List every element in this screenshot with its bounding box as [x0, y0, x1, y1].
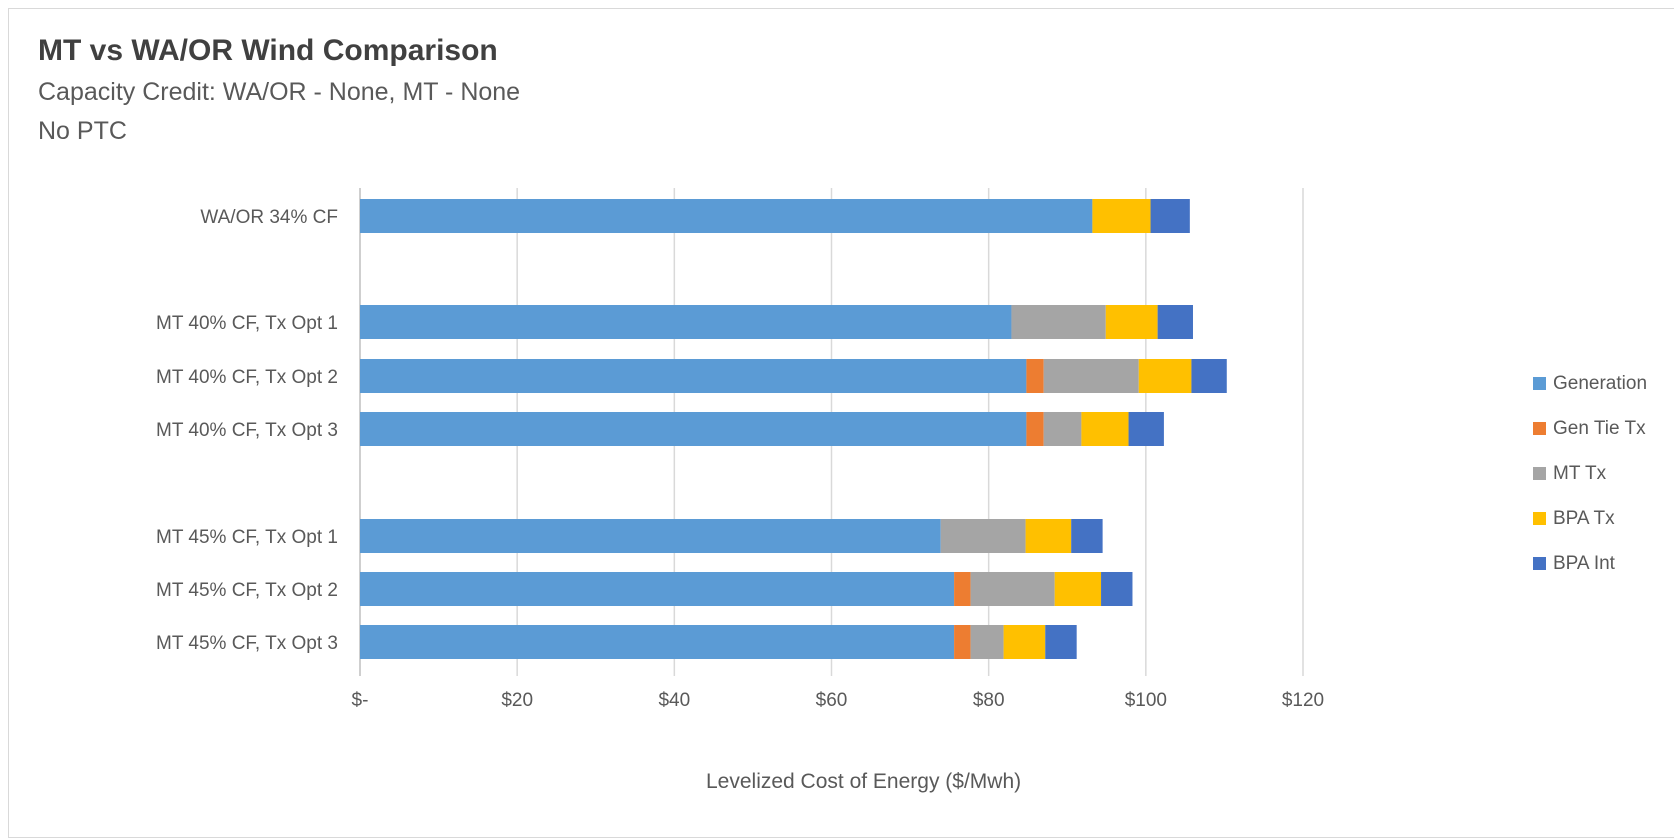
bar-segment-bpa-tx — [1081, 412, 1129, 446]
legend-item: BPA Int — [1533, 541, 1647, 586]
x-axis-title: Levelized Cost of Energy ($/Mwh) — [706, 770, 1022, 793]
legend-item: MT Tx — [1533, 451, 1647, 496]
bar-segment-bpa-tx — [1138, 359, 1192, 393]
bar-segment-generation — [360, 572, 955, 606]
bar-segment-bpa-int — [1150, 199, 1190, 233]
bar-segment-bpa-tx — [1092, 199, 1151, 233]
chart-subtitle-line-1: Capacity Credit: WA/OR - None, MT - None — [38, 78, 521, 106]
category-label: MT 45% CF, Tx Opt 2 — [156, 580, 338, 601]
category-label: WA/OR 34% CF — [200, 207, 338, 228]
bar-segment-bpa-int — [1045, 625, 1077, 659]
x-tick-label: $20 — [501, 690, 533, 711]
legend-label: BPA Int — [1553, 552, 1615, 574]
x-tick-label: $- — [352, 690, 369, 711]
bar-segment-mt-tx — [1043, 412, 1082, 446]
bar-segment-generation — [360, 625, 955, 659]
legend-label: BPA Tx — [1553, 507, 1615, 529]
category-label: MT 45% CF, Tx Opt 3 — [156, 633, 338, 654]
bar-segment-bpa-int — [1191, 359, 1227, 393]
bar-segment-generation — [360, 412, 1027, 446]
legend-swatch — [1533, 512, 1546, 525]
legend-swatch — [1533, 557, 1546, 570]
chart-legend: Generation Gen Tie Tx MT Tx BPA Tx BPA Int — [1533, 361, 1647, 586]
bar-segment-bpa-int — [1071, 519, 1103, 553]
bar-segment-generation — [360, 199, 1093, 233]
bar-segment-generation — [360, 305, 1012, 339]
bar-segment-bpa-int — [1101, 572, 1133, 606]
category-label: MT 40% CF, Tx Opt 2 — [156, 367, 338, 388]
legend-item: BPA Tx — [1533, 496, 1647, 541]
x-tick-label: $100 — [1125, 690, 1167, 711]
x-tick-label: $60 — [816, 690, 848, 711]
bar-segment-bpa-tx — [1003, 625, 1046, 659]
chart-subtitle-line-2: No PTC — [38, 117, 127, 145]
bar-segment-generation — [360, 519, 941, 553]
category-label: MT 40% CF, Tx Opt 3 — [156, 420, 338, 441]
legend-item: Generation — [1533, 361, 1647, 406]
legend-label: Generation — [1553, 372, 1648, 394]
category-label: MT 45% CF, Tx Opt 1 — [156, 527, 338, 548]
legend-swatch — [1533, 467, 1546, 480]
bar-segment-mt-tx — [1043, 359, 1139, 393]
bar-segment-mt-tx — [1011, 305, 1106, 339]
chart-title: MT vs WA/OR Wind Comparison — [38, 34, 498, 67]
bar-segment-gen-tie-tx — [1026, 412, 1044, 446]
legend-label: Gen Tie Tx — [1553, 417, 1646, 439]
bar-segment-mt-tx — [940, 519, 1026, 553]
x-tick-label: $80 — [973, 690, 1005, 711]
bar-segment-bpa-tx — [1105, 305, 1158, 339]
bar-segment-gen-tie-tx — [1026, 359, 1044, 393]
bar-segment-bpa-int — [1128, 412, 1164, 446]
legend-label: MT Tx — [1553, 462, 1607, 484]
bar-segment-mt-tx — [970, 572, 1055, 606]
category-label: MT 40% CF, Tx Opt 1 — [156, 313, 338, 334]
bar-segment-bpa-tx — [1025, 519, 1072, 553]
legend-item: Gen Tie Tx — [1533, 406, 1647, 451]
x-tick-label: $120 — [1282, 690, 1324, 711]
bar-segment-mt-tx — [970, 625, 1004, 659]
bar-segment-gen-tie-tx — [954, 572, 971, 606]
bar-segment-gen-tie-tx — [954, 625, 971, 659]
legend-swatch — [1533, 422, 1546, 435]
x-tick-label: $40 — [658, 690, 690, 711]
bar-segment-generation — [360, 359, 1027, 393]
legend-swatch — [1533, 377, 1546, 390]
bar-segment-bpa-int — [1157, 305, 1193, 339]
bar-segment-bpa-tx — [1054, 572, 1102, 606]
